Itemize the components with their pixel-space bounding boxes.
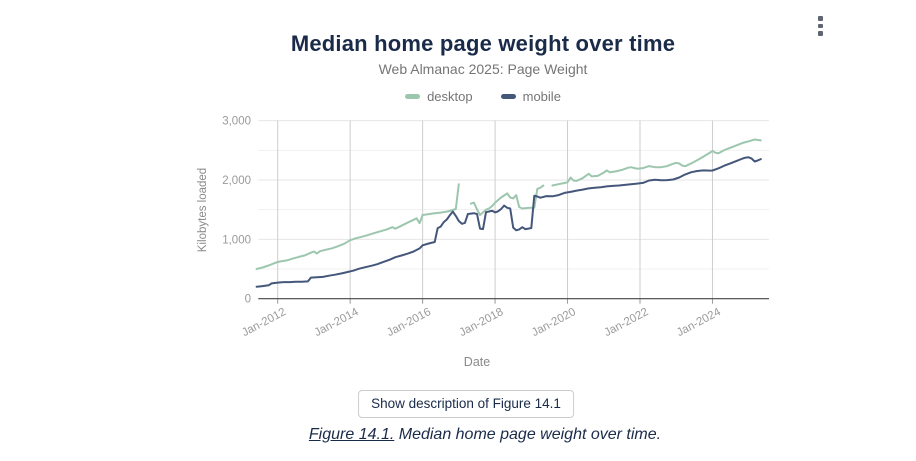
mobile-line bbox=[255, 156, 762, 288]
svg-text:2,000: 2,000 bbox=[222, 175, 251, 187]
figure-caption: Figure 14.1. Median home page weight ove… bbox=[309, 426, 661, 444]
svg-text:Jan-2022: Jan-2022 bbox=[602, 306, 650, 339]
y-axis-labels: 0 1,000 2,000 3,000 bbox=[222, 116, 251, 306]
horizontal-gridlines bbox=[258, 120, 769, 270]
svg-text:Jan-2016: Jan-2016 bbox=[385, 306, 433, 339]
desktop-line bbox=[255, 138, 762, 270]
svg-text:1,000: 1,000 bbox=[222, 234, 251, 246]
svg-text:Jan-2020: Jan-2020 bbox=[530, 306, 578, 339]
mobile-series-swatch bbox=[500, 94, 516, 99]
svg-text:0: 0 bbox=[245, 294, 251, 306]
svg-text:Jan-2014: Jan-2014 bbox=[313, 306, 362, 339]
vertical-ellipsis-icon bbox=[818, 23, 823, 28]
vertical-ellipsis-icon bbox=[818, 31, 823, 36]
legend-item-desktop[interactable]: desktop bbox=[405, 89, 473, 104]
x-axis-ticks bbox=[277, 298, 713, 304]
legend-label-mobile: mobile bbox=[522, 89, 561, 104]
legend-label-desktop: desktop bbox=[427, 89, 473, 104]
svg-text:3,000: 3,000 bbox=[222, 116, 251, 128]
y-axis-title: Kilobytes loaded bbox=[197, 168, 209, 252]
x-axis-title: Date bbox=[464, 355, 490, 369]
figure-caption-link[interactable]: Figure 14.1. bbox=[308, 426, 395, 443]
svg-text:Jan-2024: Jan-2024 bbox=[675, 306, 724, 339]
vertical-ellipsis-icon bbox=[818, 16, 823, 21]
figure-caption-text: Median home page weight over time. bbox=[394, 426, 662, 443]
show-description-button[interactable]: Show description of Figure 14.1 bbox=[358, 390, 574, 418]
desktop-series-swatch bbox=[405, 94, 421, 99]
chart-options-menu-button[interactable] bbox=[812, 12, 829, 40]
svg-text:Jan-2012: Jan-2012 bbox=[240, 306, 288, 339]
chart-legend: desktop mobile bbox=[50, 89, 916, 104]
svg-text:Jan-2018: Jan-2018 bbox=[458, 306, 506, 339]
chart-subtitle: Web Almanac 2025: Page Weight bbox=[378, 61, 588, 77]
legend-item-mobile[interactable]: mobile bbox=[500, 89, 561, 104]
page-title: Median home page weight over time bbox=[290, 31, 676, 56]
x-axis-labels: Jan-2012 Jan-2014 Jan-2016 Jan-2018 Jan-2020… bbox=[240, 306, 723, 339]
